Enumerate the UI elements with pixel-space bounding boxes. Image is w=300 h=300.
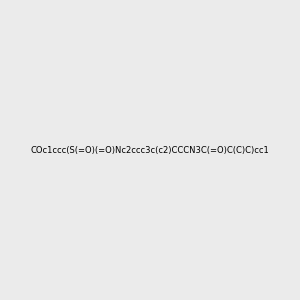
Text: COc1ccc(S(=O)(=O)Nc2ccc3c(c2)CCCN3C(=O)C(C)C)cc1: COc1ccc(S(=O)(=O)Nc2ccc3c(c2)CCCN3C(=O)C… bbox=[31, 146, 269, 154]
